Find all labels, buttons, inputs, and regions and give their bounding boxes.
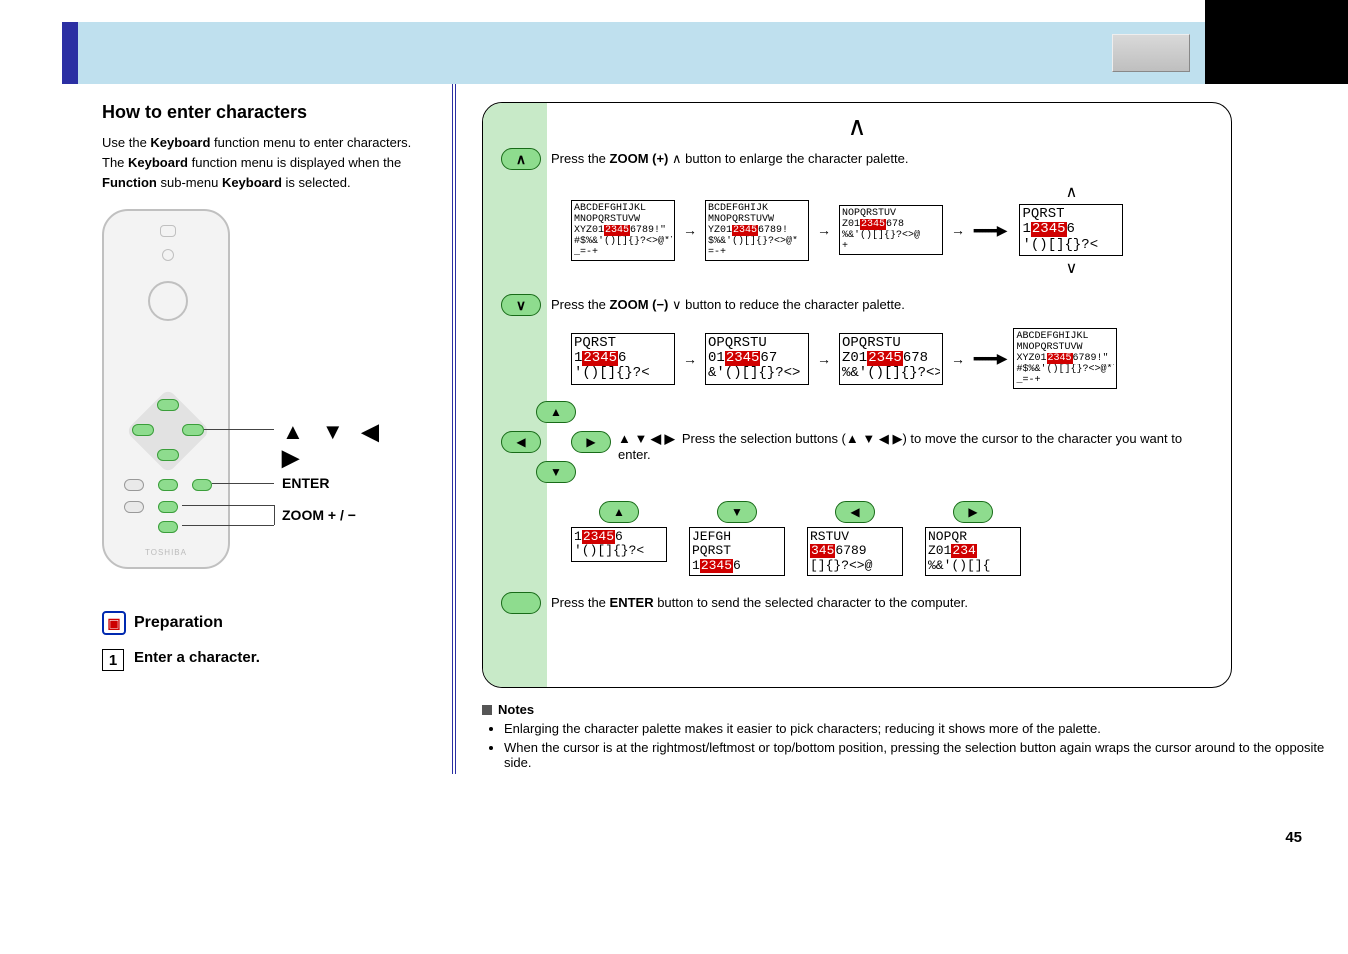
panel-top-caret: ∧ [501,111,1213,142]
step-number: 1 [102,649,124,671]
intro-text: Use the Keyboard function menu to enter … [102,133,428,193]
zoom-plus-sequence: ABCDEFGHIJKLMNOPQRSTUVWXYZ0123456789!"#$… [571,182,1213,278]
enter-pill[interactable] [501,592,541,614]
instruction-panel: ∧ ∧ Press the ZOOM (+) ∧ button to enlar… [482,102,1232,688]
left-column: How to enter characters Use the Keyboard… [76,84,456,774]
note-bullet-icon [482,705,492,715]
notes-section: Notes Enlarging the character palette ma… [482,702,1348,770]
zoom-plus-pill[interactable]: ∧ [501,148,541,170]
notes-list: Enlarging the character palette makes it… [504,721,1348,770]
label-zoom: ZOOM + / − [282,507,356,523]
remote-brand: TOSHIBA [104,548,228,557]
section-title: How to enter characters [102,102,428,123]
zoom-minus-pill[interactable]: ∨ [501,294,541,316]
step-text: Enter a character. [134,649,260,671]
step-1: 1 Enter a character. [102,649,428,671]
row-zoom-minus: ∨ Press the ZOOM (−) ∨ button to reduce … [501,290,1213,320]
notes-title: Notes [498,702,534,717]
row-enter: Press the ENTER button to send the selec… [501,592,1213,614]
header-accent [62,22,78,84]
row-zoom-plus: ∧ Press the ZOOM (+) ∧ button to enlarge… [501,144,1213,174]
header-banner [78,22,1272,84]
projector-icon: ▣ [102,611,126,635]
preparation-heading: ▣ Preparation [102,611,428,635]
dpad-examples: ▲123456'()[]{}?<▼JEFGHPQRST123456◀RSTUV3… [571,501,1213,576]
remote-illustration: TOSHIBA ▲ ▼ ◀ ▶ ENTER ZOOM + / − [102,209,402,589]
dpad-cluster[interactable]: ▲ ◀ ▶ ▼ [501,401,610,491]
label-arrow-buttons: ▲ ▼ ◀ ▶ [282,419,402,471]
right-column: ∧ ∧ Press the ZOOM (+) ∧ button to enlar… [456,84,1348,774]
header-dark-block [1205,0,1348,84]
zoom-minus-sequence: PQRST123456'()[]{}?<→OPQRSTU01234567&'()… [571,328,1213,389]
preparation-title: Preparation [134,614,223,632]
label-enter: ENTER [282,475,329,491]
row-dpad: ▲ ◀ ▶ ▼ ▲ ▼ ◀ ▶ Press the selection butt… [501,401,1213,491]
page-number: 45 [1285,829,1302,846]
continued-button[interactable] [1112,34,1190,72]
page-header [0,0,1348,84]
